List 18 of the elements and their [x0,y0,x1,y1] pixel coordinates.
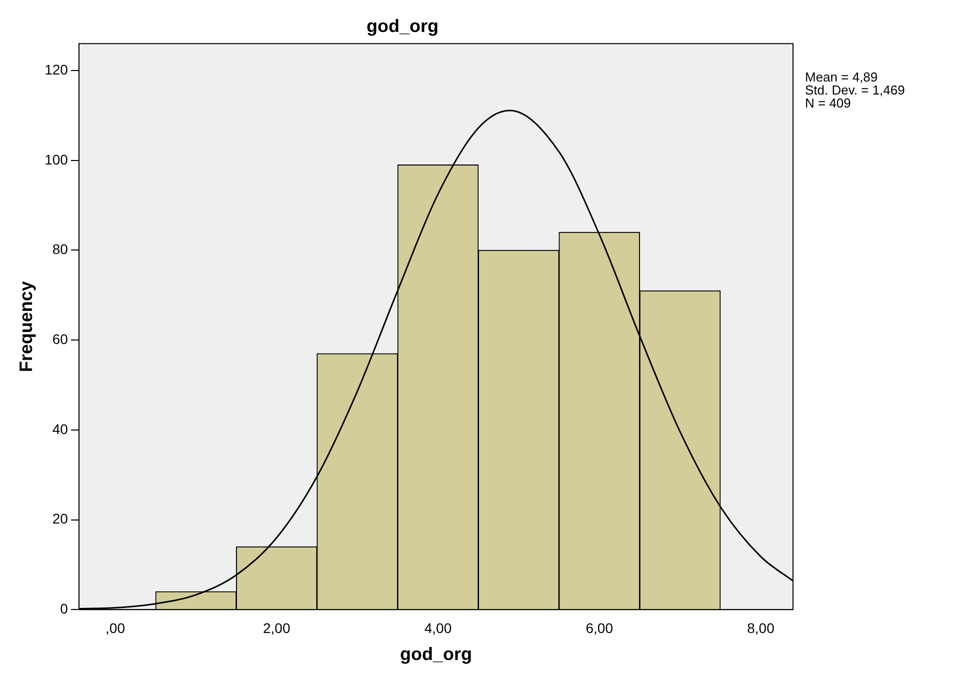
y-tick-label: 60 [52,330,68,347]
text: N = 409 [805,96,851,111]
y-tick-label: 0 [60,600,68,616]
y-tick-label: 40 [52,420,68,437]
x-tick-label: 4,00 [424,620,452,636]
x-tick-label: 8,00 [747,620,775,636]
y-tick-label: 80 [52,241,68,258]
x-axis-title: god_org [400,644,472,664]
text: Std. Dev. = 1,469 [805,82,905,98]
x-tick-label: 6,00 [586,620,614,636]
y-tick-label: 100 [44,151,68,168]
y-tick-label: 120 [44,61,68,78]
text: Mean = 4,89 [805,70,878,85]
chart-title: god_org [366,16,438,36]
y-tick-label: 20 [52,510,68,527]
x-tick-label: ,00 [106,620,126,636]
x-tick-label: 2,00 [263,620,290,636]
y-axis-title: Frequency [16,281,36,372]
